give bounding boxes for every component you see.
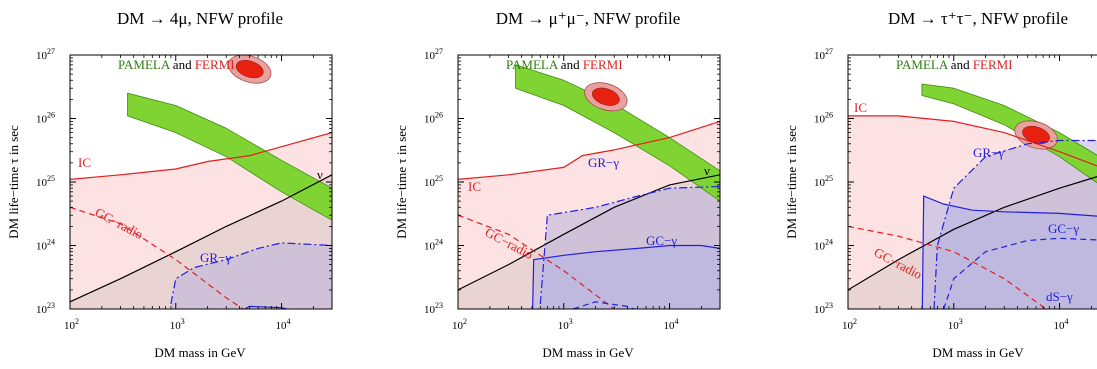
constraint-line-ic xyxy=(458,120,720,180)
x-axis-label: DM mass in GeV xyxy=(154,345,246,360)
y-tick-label: 1025 xyxy=(814,174,833,189)
panel-3: 102 103 104 1023 1024 1025 1026 1027 DM → τ⁺τ⁻, … xyxy=(784,9,1097,360)
constraint-line-gc- xyxy=(921,195,1097,309)
y-tick-label: 1024 xyxy=(424,238,443,253)
pamela-fermi-band xyxy=(127,92,332,221)
best-fit-core xyxy=(592,87,620,106)
y-tick-label: 1026 xyxy=(424,111,443,126)
annotation-gr-: GR−γ xyxy=(200,250,231,265)
y-tick-label: 1023 xyxy=(36,301,55,316)
annotation--: ν xyxy=(317,167,323,182)
y-tick-label: 1025 xyxy=(424,174,443,189)
constraint-line-extra-5 xyxy=(243,305,290,309)
x-tick-label: 104 xyxy=(664,317,679,332)
y-tick-label: 1026 xyxy=(814,111,833,126)
y-tick-label: 1027 xyxy=(814,47,833,62)
x-tick-label: 102 xyxy=(842,317,857,332)
panel-1: 102 103 104 1023 1024 1025 1026 1027 DM → 4μ, NF… xyxy=(6,9,333,360)
annotation-ic: IC xyxy=(468,179,481,194)
x-axis-label: DM mass in GeV xyxy=(932,345,1024,360)
y-tick-label: 1023 xyxy=(814,301,833,316)
x-tick-label: 104 xyxy=(1054,317,1069,332)
best-fit-core xyxy=(235,60,264,79)
x-axis-label: DM mass in GeV xyxy=(542,345,634,360)
constraint-line-gc-radio xyxy=(70,206,245,309)
y-tick-label: 1025 xyxy=(36,174,55,189)
y-axis-label: DM life−time τ in sec xyxy=(394,125,409,239)
pamela-fermi-band xyxy=(921,83,1097,184)
plot-area xyxy=(458,55,720,309)
x-tick-label: 103 xyxy=(170,317,185,332)
panel-title: DM → 4μ, NFW profile xyxy=(117,9,283,28)
constraint-line-gc- xyxy=(532,244,720,309)
constraint-line-ic xyxy=(848,115,1097,167)
x-tick-label: 102 xyxy=(64,317,79,332)
x-tick-label: 104 xyxy=(276,317,291,332)
y-tick-label: 1024 xyxy=(814,238,833,253)
legend-pamela-fermi: PAMELA and FERMI xyxy=(118,57,235,72)
x-tick-label: 102 xyxy=(452,317,467,332)
y-axis-label: DM life−time τ in sec xyxy=(784,125,799,239)
panel-title: DM → τ⁺τ⁻, NFW profile xyxy=(888,9,1068,28)
x-tick-label: 103 xyxy=(558,317,573,332)
annotation-gr-: GR−γ xyxy=(973,145,1004,160)
constraint-line-- xyxy=(458,174,720,291)
constraint-line-ic xyxy=(70,132,332,180)
constraint-line-gr- xyxy=(170,242,332,305)
annotation-gr-: GR−γ xyxy=(588,155,619,170)
x-tick-label: 103 xyxy=(948,317,963,332)
legend-pamela-fermi: PAMELA and FERMI xyxy=(506,57,623,72)
constraint-line-- xyxy=(848,176,1097,291)
region-fill-gc- xyxy=(532,245,720,309)
legend-pamela-fermi: PAMELA and FERMI xyxy=(896,57,1013,72)
y-tick-label: 1026 xyxy=(36,111,55,126)
y-tick-label: 1027 xyxy=(36,47,55,62)
region-fill-gr- xyxy=(170,242,332,309)
constraint-line-- xyxy=(70,174,332,303)
y-axis-label: DM life−time τ in sec xyxy=(6,125,21,239)
panel-title: DM → μ⁺μ⁻, NFW profile xyxy=(496,9,681,28)
annotation-ic: IC xyxy=(78,155,91,170)
plot-area xyxy=(70,55,332,309)
panel-2: 102 103 104 1023 1024 1025 1026 1027 DM → μ⁺μ⁻, … xyxy=(394,9,721,360)
annotation--: ν xyxy=(704,163,710,178)
annotation-gc-: GC−γ xyxy=(1048,221,1079,236)
constraint-line-gr- xyxy=(933,139,1097,309)
y-tick-label: 1027 xyxy=(424,47,443,62)
constraint-line-gr- xyxy=(539,185,720,305)
y-tick-label: 1024 xyxy=(36,238,55,253)
y-tick-label: 1023 xyxy=(424,301,443,316)
plot-area xyxy=(848,55,1097,309)
constraint-line-gc-radio xyxy=(458,214,616,309)
annotation-gc-: GC−γ xyxy=(646,233,677,248)
constraint-line-ds- xyxy=(943,237,1097,309)
annotation-ic: IC xyxy=(854,100,867,115)
annotation-ds-: dS−γ xyxy=(1046,289,1073,304)
constraint-line-gc-radio xyxy=(848,225,1048,309)
